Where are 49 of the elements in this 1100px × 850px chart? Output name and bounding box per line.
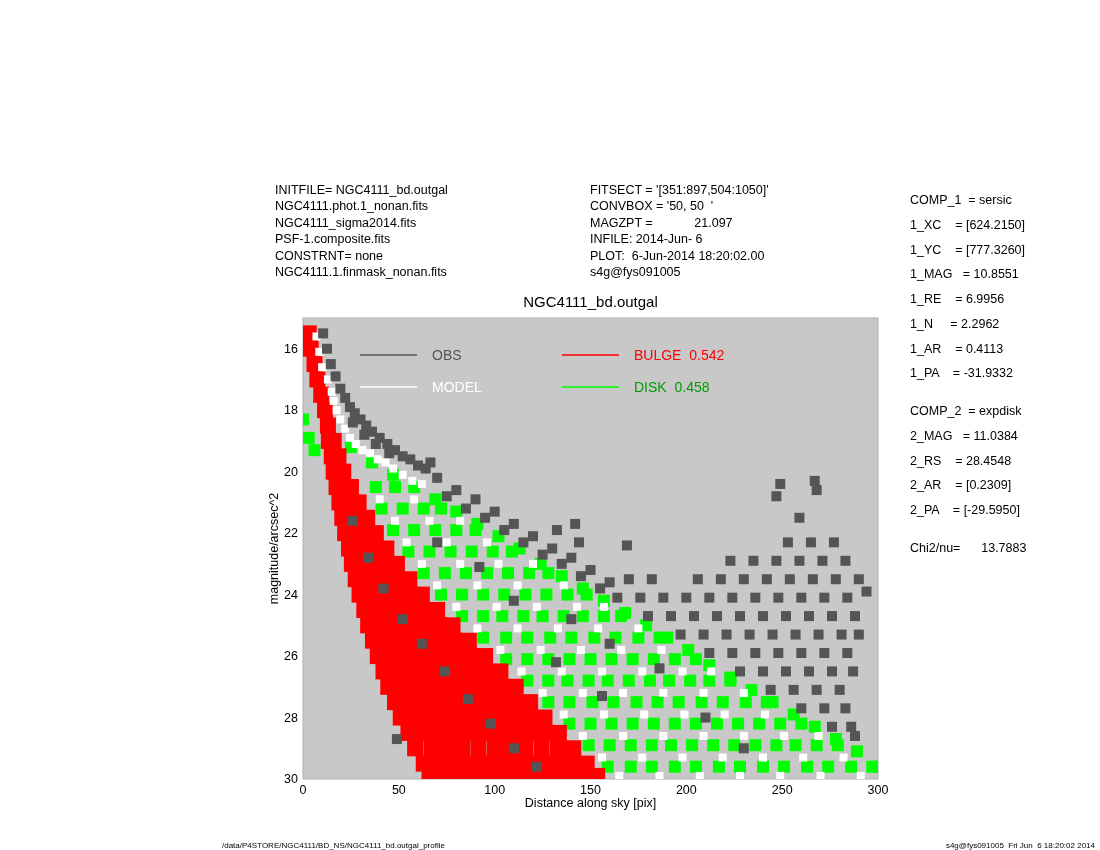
- x-tick-label: 50: [391, 783, 406, 797]
- legend-label: OBS: [432, 347, 462, 363]
- y-tick-label: 26: [284, 649, 299, 664]
- y-tick-label: 18: [284, 403, 299, 418]
- legend-label: BULGE 0.542: [634, 347, 725, 363]
- text: INFILE: 2014-Jun- 6: [590, 232, 703, 247]
- x-tick-label: 100: [484, 783, 506, 797]
- text: MAGZPT = 21.097: [590, 215, 733, 230]
- text: 1_RE = 6.9956: [910, 292, 1005, 306]
- x-tick-label: 200: [675, 783, 697, 797]
- chart-title: NGC4111_bd.outgal: [523, 293, 658, 310]
- y-tick-label: 20: [284, 464, 299, 479]
- text: COMP_2 = expdisk: [910, 404, 1023, 418]
- y-tick-label: 30: [284, 772, 299, 786]
- text: PSF-1.composite.fits: [275, 232, 391, 247]
- y-axis-title: magnitude/arcsec^2: [267, 492, 281, 605]
- text: CONSTRNT= none: [275, 248, 384, 263]
- text: INITFILE= NGC4111_bd.outgal: [275, 183, 448, 197]
- text: NGC4111.1.finmask_nonan.fits: [275, 265, 447, 279]
- text: /data/P4STORE/NGC4111/BD_NS/NGC4111_bd.outgal_profile: [222, 840, 446, 850]
- text: 2_RS = 28.4548: [910, 453, 1012, 468]
- text: 1_XC = [624.2150]: [910, 217, 1026, 232]
- x-tick-label: 250: [771, 783, 793, 797]
- text: 1_N = 2.2962: [910, 316, 1000, 331]
- legend-label: DISK 0.458: [634, 379, 710, 395]
- text: s4g@fys091005 Fri Jun 6 18:20:02 2014: [945, 840, 1096, 850]
- y-tick-label: 16: [284, 341, 299, 356]
- text: 1_YC = [777.3260]: [910, 242, 1026, 257]
- text: s4g@fys091005: [590, 265, 681, 279]
- text: 2_MAG = 11.0384: [910, 428, 1018, 443]
- text: CONVBOX = '50, 50 ': [590, 199, 714, 214]
- x-axis-title: Distance along sky [pix]: [524, 796, 657, 810]
- text: FITSECT = '[351:897,504:1050]': [590, 183, 769, 197]
- text: 2_AR = [0.2309]: [910, 478, 1012, 493]
- x-tick-label: 300: [867, 783, 889, 797]
- y-tick-label: 22: [284, 526, 299, 541]
- text: 1_PA = -31.9332: [910, 366, 1014, 381]
- text: 1_AR = 0.4113: [910, 341, 1004, 356]
- y-tick-label: 24: [284, 587, 299, 602]
- text: COMP_1 = sersic: [910, 193, 1012, 207]
- x-tick-label: 150: [580, 783, 601, 797]
- y-tick-label: 28: [284, 710, 299, 725]
- text: 2_PA = [-29.5950]: [910, 503, 1020, 517]
- x-tick-label: 0: [299, 783, 307, 797]
- text: Chi2/nu= 13.7883: [910, 540, 1027, 555]
- text: 1_MAG = 10.8551: [910, 267, 1019, 282]
- text: NGC4111_sigma2014.fits: [275, 215, 417, 230]
- text: PLOT: 6-Jun-2014 18:20:02.00: [590, 248, 765, 263]
- text: NGC4111.phot.1_nonan.fits: [275, 199, 429, 214]
